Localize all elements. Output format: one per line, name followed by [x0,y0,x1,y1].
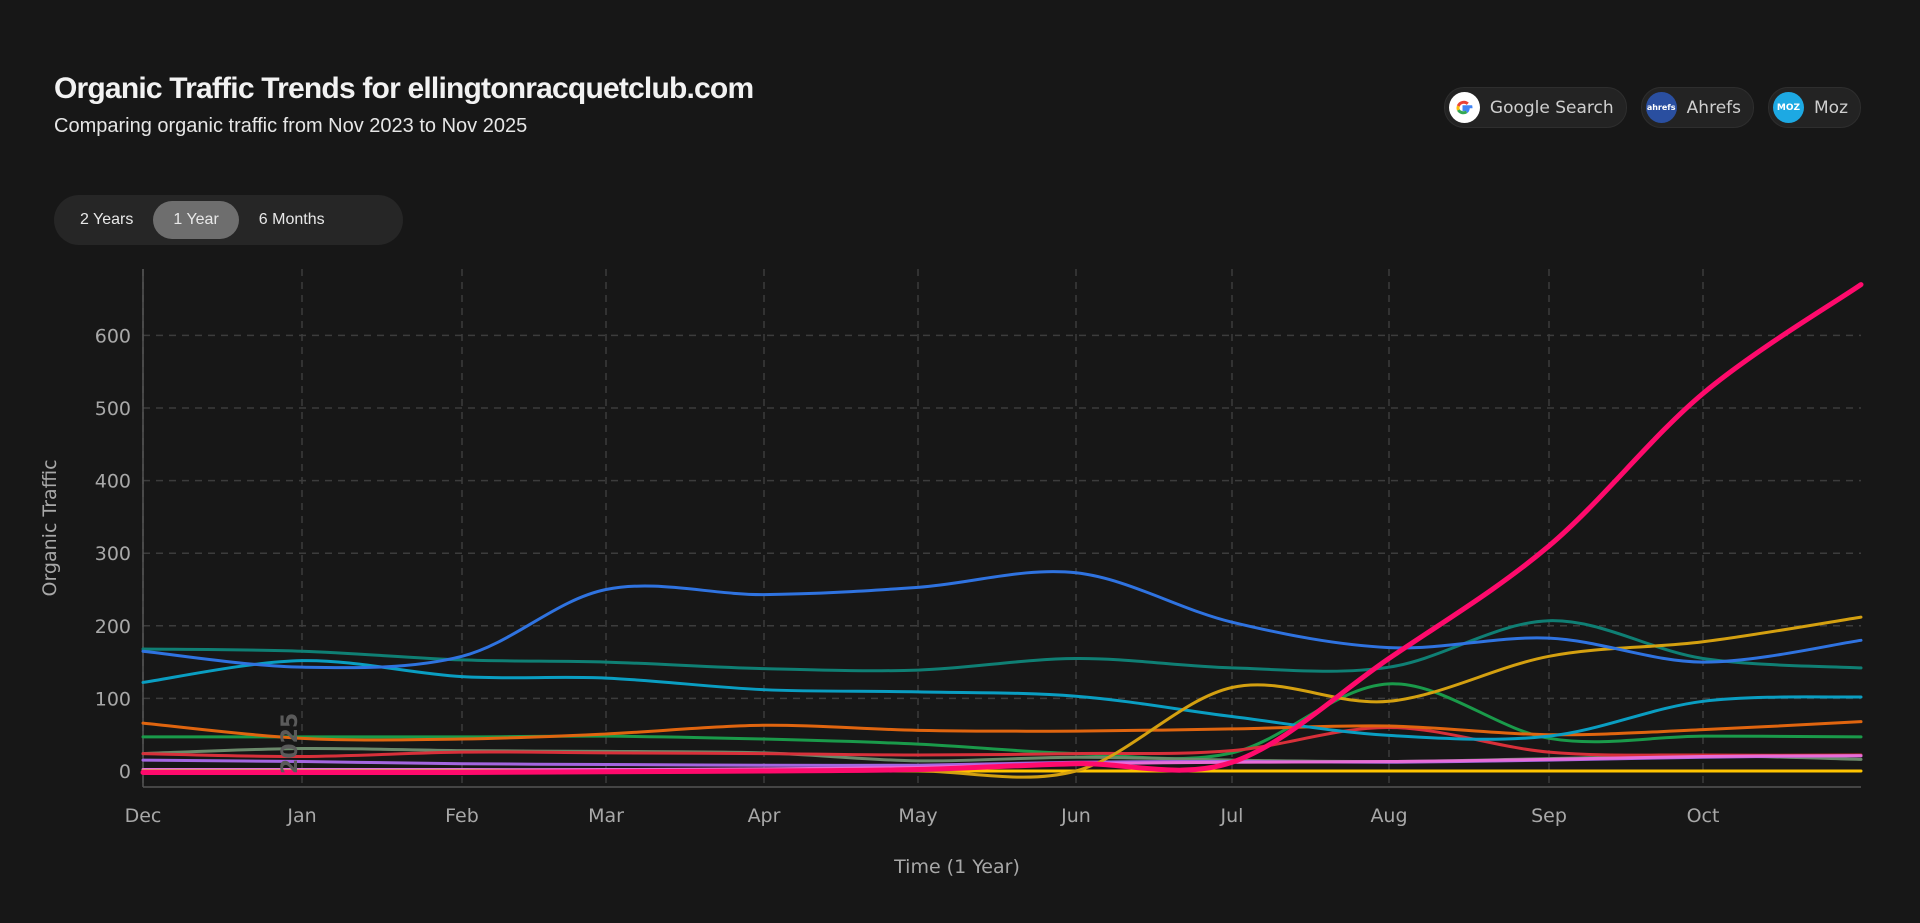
y-tick-label: 500 [95,398,131,420]
source-google-search[interactable]: Google Search [1443,87,1627,128]
x-tick-label: Apr [748,805,781,827]
x-tick-label: Oct [1687,805,1720,827]
ahrefs-logo-icon: ahrefs [1645,92,1677,123]
y-tick-label: 0 [119,761,131,783]
series-line-2 [141,725,1863,758]
range-6-months-button[interactable]: 6 Months [258,211,325,228]
source-ahrefs[interactable]: ahrefs Ahrefs [1640,87,1754,128]
y-tick-label: 300 [95,543,131,565]
series-line-7 [141,659,1863,741]
source-legend: Google Search ahrefs Ahrefs MOZ Moz [1443,87,1861,128]
source-label: Google Search [1489,97,1614,118]
x-tick-label: Sep [1531,805,1567,827]
x-tick-label: Jun [1060,805,1091,827]
page-title: Organic Traffic Trends for ellingtonracq… [54,72,754,105]
moz-logo-icon: MOZ [1773,92,1804,123]
x-tick-label: Jul [1220,805,1244,827]
range-2-years-button[interactable]: 2 Years [80,211,134,228]
x-tick-label: Aug [1370,805,1407,827]
source-moz[interactable]: MOZ Moz [1768,87,1861,128]
page-subtitle: Comparing organic traffic from Nov 2023 … [54,115,528,137]
series-line-0 [141,682,1863,761]
time-range-toggle: 2 Years 1 Year 6 Months [54,195,403,245]
x-tick-label: Jan [286,805,316,827]
series-line-11 [140,282,1864,776]
y-tick-label: 100 [95,688,131,710]
x-tick-label: Dec [125,805,162,827]
x-axis-label: Time (1 Year) [893,856,1020,878]
x-tick-label: Feb [445,805,479,827]
series-line-10 [141,570,1863,670]
x-tick-label: Mar [588,805,624,827]
y-tick-label: 600 [95,325,131,347]
y-tick-label: 200 [95,616,131,638]
x-tick-label: May [898,805,937,827]
range-1-year-button[interactable]: 1 Year [153,201,239,239]
source-label: Ahrefs [1686,97,1741,118]
source-label: Moz [1814,97,1848,118]
google-logo-icon [1448,92,1480,123]
y-tick-label: 400 [95,471,131,493]
y-axis-label: Organic Traffic [39,459,61,596]
year-marker-label: 2025 [278,713,303,774]
